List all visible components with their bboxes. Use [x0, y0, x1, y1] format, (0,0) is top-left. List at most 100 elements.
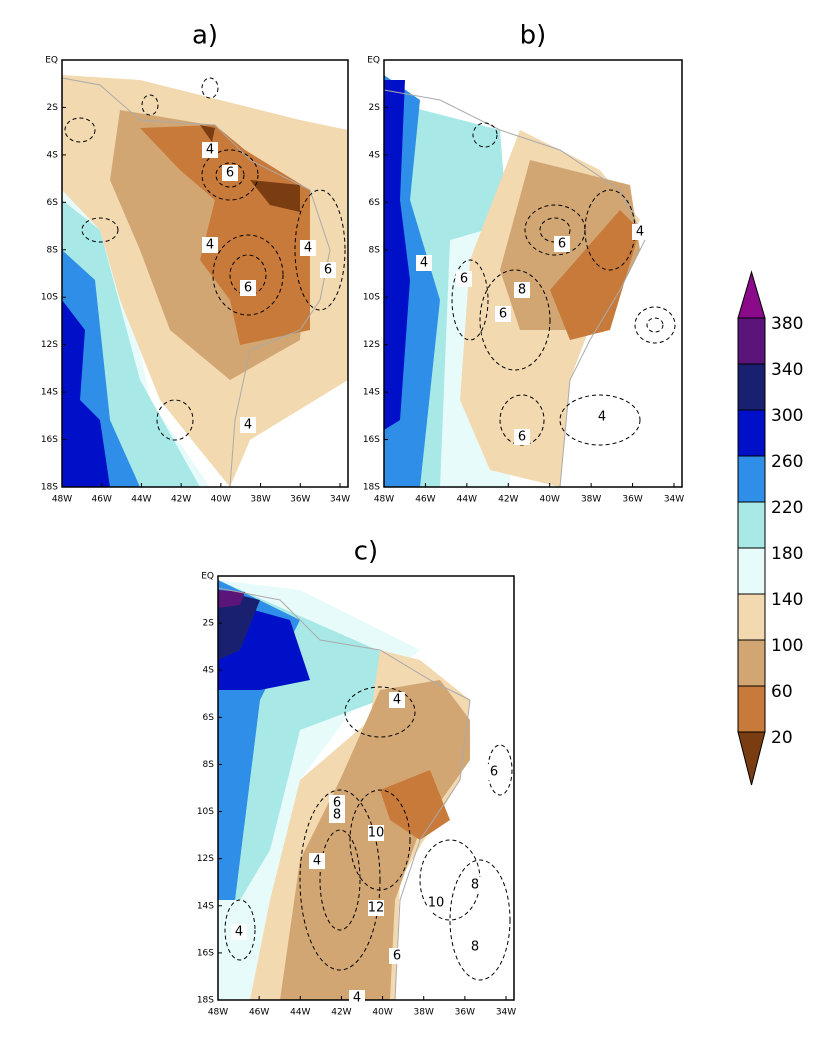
lat-tick-label: 6S	[369, 198, 381, 208]
contour-label: 6	[490, 765, 498, 780]
lon-tick-label: 40W	[372, 1008, 392, 1018]
contour-label: 4	[206, 238, 214, 253]
lat-tick-label: EQ	[367, 56, 380, 66]
contour-label: 6	[333, 796, 341, 811]
lon-tick-label: 34W	[496, 1008, 516, 1018]
lat-tick-label: 4S	[203, 666, 215, 676]
lon-tick-label: 48W	[208, 1008, 228, 1018]
lon-tick-label: 42W	[498, 495, 518, 505]
contour-label: 10	[428, 896, 445, 911]
contour-label-bg	[368, 825, 384, 841]
contour-label: 6	[244, 281, 252, 296]
lon-tick-label: 44W	[131, 495, 151, 505]
lon-tick-label: 48W	[52, 495, 72, 505]
contour-label-bg	[222, 165, 238, 181]
lon-tick-label: 36W	[290, 495, 310, 505]
contour-label: 6	[558, 237, 566, 252]
colorbar-band	[737, 547, 766, 595]
lon-tick-label: 40W	[540, 495, 560, 505]
colorbar-label: 220	[771, 498, 803, 518]
contour-label: 4	[313, 854, 321, 869]
contour-label-bg	[389, 692, 405, 708]
lat-tick-label: 10S	[363, 293, 380, 303]
lat-tick-label: 16S	[363, 435, 380, 445]
contour-label: 6	[393, 949, 401, 964]
contour-label: 4	[393, 693, 401, 708]
colorbar-label: 340	[771, 360, 803, 380]
lon-tick-label: 46W	[249, 1008, 269, 1018]
contour-label-bg	[467, 939, 483, 955]
contour-label-bg	[594, 409, 610, 425]
contour-label-bg	[486, 764, 502, 780]
contour-label: 8	[333, 808, 341, 823]
contour-label-bg	[389, 948, 405, 964]
contour-label: 4	[244, 418, 252, 433]
lat-tick-label: 2S	[203, 619, 215, 629]
colorbar-label: 100	[771, 636, 803, 656]
lat-tick-label: 8S	[369, 245, 381, 255]
lat-tick-label: 14S	[197, 901, 214, 911]
contour-label-bg	[309, 853, 325, 869]
colorbar-under	[737, 731, 766, 786]
colorbar-label: 20	[771, 728, 793, 748]
lat-tick-label: 18S	[363, 483, 380, 493]
lat-tick-label: 12S	[41, 340, 58, 350]
colorbar-band	[737, 685, 766, 733]
lat-tick-label: 18S	[41, 483, 58, 493]
colorbar-band	[737, 317, 766, 365]
lon-tick-label: 42W	[331, 1008, 351, 1018]
lat-tick-label: 4S	[47, 150, 59, 160]
colorbar-over	[737, 270, 766, 319]
colorbar-label: 260	[771, 452, 803, 472]
contour-label: 6	[460, 272, 468, 287]
contour-label: 4	[304, 241, 312, 256]
lat-tick-label: EQ	[201, 572, 214, 582]
panel-label: b)	[520, 21, 547, 51]
contour-label-bg	[329, 807, 345, 823]
contour-label-bg	[202, 237, 218, 253]
contour-label-bg	[514, 282, 530, 298]
contour-label: 6	[499, 307, 507, 322]
lon-tick-label: 46W	[415, 495, 435, 505]
lon-tick-label: 38W	[414, 1008, 434, 1018]
lat-tick-label: 2S	[47, 103, 59, 113]
colorbar-label: 60	[771, 682, 793, 702]
panel-label: a)	[192, 21, 218, 51]
lat-tick-label: 4S	[369, 150, 381, 160]
map-b	[384, 60, 682, 487]
contour-label-bg	[428, 895, 444, 911]
lat-tick-label: 12S	[363, 340, 380, 350]
contour-label: 6	[518, 430, 526, 445]
contour-label-bg	[632, 224, 648, 240]
colorbar-band	[737, 363, 766, 411]
lat-tick-label: 18S	[197, 996, 214, 1006]
lon-tick-label: 38W	[250, 495, 270, 505]
lat-tick-label: 8S	[47, 245, 59, 255]
contour-label: 8	[471, 940, 479, 955]
contour-label: 4	[235, 925, 243, 940]
contour-label-bg	[240, 280, 256, 296]
lon-tick-label: 38W	[581, 495, 601, 505]
colorbar-band	[737, 593, 766, 641]
lon-tick-label: 34W	[330, 495, 350, 505]
contour-label: 8	[518, 283, 526, 298]
lat-tick-label: 10S	[41, 293, 58, 303]
contour-label-bg	[467, 877, 483, 893]
panel-label: c)	[354, 537, 378, 567]
lat-tick-label: EQ	[45, 56, 58, 66]
lat-tick-label: 16S	[197, 948, 214, 958]
contour-label-bg	[300, 240, 316, 256]
colorbar-label: 180	[771, 544, 803, 564]
lon-tick-label: 44W	[457, 495, 477, 505]
contour-label-bg	[416, 255, 432, 271]
colorbar-band	[737, 501, 766, 549]
lon-tick-label: 42W	[171, 495, 191, 505]
lon-tick-label: 46W	[92, 495, 112, 505]
colorbar-label: 380	[771, 314, 803, 334]
contour-label-bg	[368, 900, 384, 916]
contour-label: 6	[324, 263, 332, 278]
lat-tick-label: 12S	[197, 854, 214, 864]
contour-label-bg	[514, 429, 530, 445]
contour-label-bg	[320, 262, 336, 278]
